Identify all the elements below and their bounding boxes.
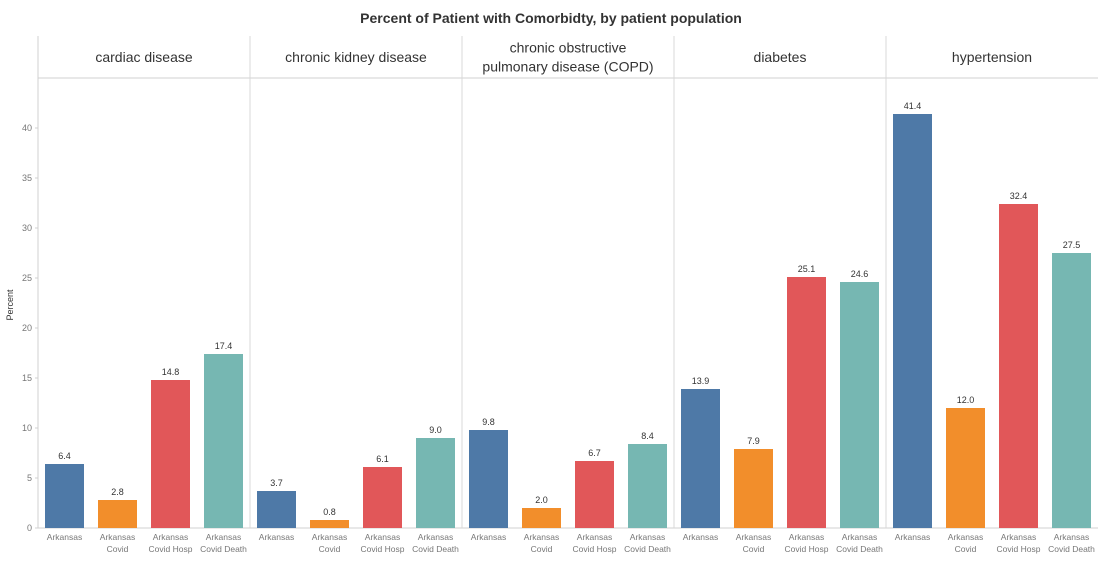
bar <box>681 389 720 528</box>
panel-title: cardiac disease <box>95 49 192 65</box>
y-tick-label: 40 <box>22 123 32 133</box>
bar <box>522 508 561 528</box>
chart-title: Percent of Patient with Comorbidty, by p… <box>360 10 742 26</box>
panel-title: chronic kidney disease <box>285 49 427 65</box>
x-tick-label: Covid Hosp <box>149 544 193 554</box>
x-tick-label: Arkansas <box>206 532 241 542</box>
x-tick-label: Arkansas <box>47 532 82 542</box>
bar-value-label: 6.4 <box>58 451 71 461</box>
bar-value-label: 32.4 <box>1010 191 1028 201</box>
x-tick-label: Arkansas <box>418 532 453 542</box>
y-tick-label: 30 <box>22 223 32 233</box>
bar-value-label: 12.0 <box>957 395 975 405</box>
panel-title: pulmonary disease (COPD) <box>482 59 653 75</box>
x-tick-label: Arkansas <box>471 532 506 542</box>
bar-value-label: 25.1 <box>798 264 816 274</box>
x-tick-label: Covid Hosp <box>573 544 617 554</box>
x-tick-label: Arkansas <box>948 532 983 542</box>
y-tick-label: 5 <box>27 473 32 483</box>
bar-value-label: 27.5 <box>1063 240 1081 250</box>
bar <box>416 438 455 528</box>
bar <box>893 114 932 528</box>
x-tick-label: Arkansas <box>365 532 400 542</box>
bar <box>628 444 667 528</box>
x-tick-label: Arkansas <box>1001 532 1036 542</box>
panel-title: chronic obstructive <box>510 40 627 56</box>
panel-title: diabetes <box>754 49 807 65</box>
x-tick-label: Covid Death <box>412 544 459 554</box>
x-tick-label: Covid Death <box>624 544 671 554</box>
y-tick-label: 25 <box>22 273 32 283</box>
x-tick-label: Covid <box>531 544 553 554</box>
bar-value-label: 9.8 <box>482 417 495 427</box>
x-tick-label: Arkansas <box>524 532 559 542</box>
bar-value-label: 3.7 <box>270 478 283 488</box>
x-tick-label: Arkansas <box>789 532 824 542</box>
bar-value-label: 41.4 <box>904 101 922 111</box>
y-tick-label: 15 <box>22 373 32 383</box>
bar <box>310 520 349 528</box>
bar-value-label: 14.8 <box>162 367 180 377</box>
x-tick-label: Arkansas <box>736 532 771 542</box>
x-tick-label: Arkansas <box>259 532 294 542</box>
x-tick-label: Arkansas <box>842 532 877 542</box>
y-tick-label: 20 <box>22 323 32 333</box>
y-axis-label: Percent <box>5 289 15 321</box>
bar-value-label: 24.6 <box>851 269 869 279</box>
bar <box>45 464 84 528</box>
bar-value-label: 13.9 <box>692 376 710 386</box>
bar <box>363 467 402 528</box>
x-tick-label: Covid <box>955 544 977 554</box>
bar <box>946 408 985 528</box>
bar <box>840 282 879 528</box>
y-tick-label: 10 <box>22 423 32 433</box>
x-tick-label: Arkansas <box>100 532 135 542</box>
x-tick-label: Covid Hosp <box>361 544 405 554</box>
bar-value-label: 8.4 <box>641 431 654 441</box>
y-tick-label: 0 <box>27 523 32 533</box>
x-tick-label: Arkansas <box>683 532 718 542</box>
bar <box>257 491 296 528</box>
bar <box>98 500 137 528</box>
bar <box>999 204 1038 528</box>
bar <box>734 449 773 528</box>
bar-value-label: 2.8 <box>111 487 124 497</box>
bar-value-label: 7.9 <box>747 436 760 446</box>
x-tick-label: Covid Death <box>1048 544 1095 554</box>
x-tick-label: Covid Hosp <box>997 544 1041 554</box>
bar <box>575 461 614 528</box>
x-tick-label: Covid <box>743 544 765 554</box>
bar-value-label: 17.4 <box>215 341 233 351</box>
bar <box>204 354 243 528</box>
x-tick-label: Arkansas <box>312 532 347 542</box>
y-tick-label: 35 <box>22 173 32 183</box>
bar-value-label: 9.0 <box>429 425 442 435</box>
x-tick-label: Arkansas <box>1054 532 1089 542</box>
x-tick-label: Arkansas <box>153 532 188 542</box>
x-tick-label: Covid <box>107 544 129 554</box>
x-tick-label: Arkansas <box>577 532 612 542</box>
bar <box>1052 253 1091 528</box>
bar-value-label: 0.8 <box>323 507 336 517</box>
x-tick-label: Arkansas <box>895 532 930 542</box>
x-tick-label: Arkansas <box>630 532 665 542</box>
panel-title: hypertension <box>952 49 1032 65</box>
x-tick-label: Covid <box>319 544 341 554</box>
bar <box>787 277 826 528</box>
bar <box>469 430 508 528</box>
x-tick-label: Covid Death <box>836 544 883 554</box>
bar-value-label: 6.1 <box>376 454 389 464</box>
x-tick-label: Covid Death <box>200 544 247 554</box>
x-tick-label: Covid Hosp <box>785 544 829 554</box>
bar-value-label: 2.0 <box>535 495 548 505</box>
bar <box>151 380 190 528</box>
bar-value-label: 6.7 <box>588 448 601 458</box>
